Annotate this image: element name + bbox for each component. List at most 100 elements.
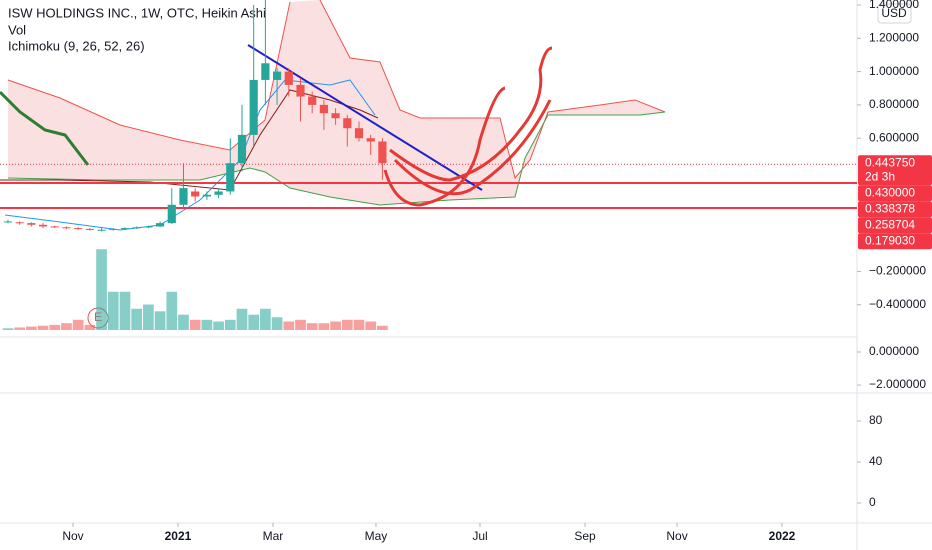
currency-button[interactable]	[877, 3, 912, 24]
volume-bar	[365, 321, 377, 330]
candle-body	[214, 191, 223, 195]
price-tag-label: 0.430000	[865, 185, 915, 199]
candle-body	[261, 63, 270, 80]
volume-bar	[26, 326, 37, 330]
candle-body	[97, 229, 106, 231]
senkou-span-b	[7, 0, 666, 180]
candle-body	[132, 227, 141, 229]
candle-body	[249, 79, 258, 135]
volume-bar	[84, 324, 96, 330]
volume-bar	[295, 319, 306, 330]
candle-body	[331, 113, 340, 119]
volume-bar	[119, 291, 131, 330]
volume-bar	[37, 325, 49, 330]
drawing-curve	[389, 46, 553, 182]
volume-bar	[283, 321, 295, 330]
y-tick-label: 0	[869, 495, 876, 509]
y-tick-label: 80	[869, 413, 883, 427]
senkou-span-a	[7, 111, 666, 206]
candle-body	[38, 224, 48, 227]
volume-bar	[178, 314, 189, 330]
candle-body	[62, 227, 71, 229]
candle-body	[202, 194, 211, 197]
indicator-label: Vol	[8, 22, 26, 37]
trend-line	[247, 44, 483, 191]
chikou-span	[0, 90, 90, 166]
x-tick-label: Nov	[62, 529, 83, 543]
candle-body	[308, 96, 317, 105]
x-tick-label: 2022	[769, 529, 796, 543]
candle-body	[284, 71, 293, 85]
volume-bar	[306, 323, 318, 330]
candle-body	[15, 222, 24, 224]
y-tick-label: 0.000000	[869, 344, 919, 358]
price-tag-note: 2d 3h	[865, 169, 895, 183]
price-tag	[858, 201, 932, 218]
volume-bar	[154, 311, 166, 330]
price-tag	[858, 155, 932, 186]
candle-body	[354, 128, 364, 139]
candle-body	[366, 138, 375, 142]
price-tag	[858, 185, 932, 202]
chart-title: ISW HOLDINGS INC., 1W, OTC, Heikin Ashi	[8, 5, 266, 20]
candle-body	[144, 226, 153, 228]
y-tick-label: 1.400000	[869, 0, 919, 11]
x-tick-label: Sep	[574, 529, 596, 543]
x-tick-label: Jul	[472, 529, 487, 543]
y-tick-label: 0.800000	[869, 97, 919, 111]
y-tick-label: −2.000000	[869, 377, 926, 391]
candle-body	[226, 163, 235, 192]
x-tick-label: 2021	[165, 529, 192, 543]
candle-body	[50, 226, 59, 228]
y-tick-label: 0.600000	[869, 130, 919, 144]
candle-body	[155, 223, 165, 227]
volume-bar	[330, 321, 341, 330]
volume-bar	[260, 308, 271, 330]
volume-bar	[271, 317, 283, 330]
price-tag-label: 0.179030	[865, 233, 915, 247]
volume-bar	[377, 325, 388, 330]
y-tick-label: −0.200000	[869, 264, 926, 278]
volume-bar	[131, 308, 143, 330]
drawing-curve	[383, 86, 506, 207]
candle-body	[319, 104, 328, 114]
candle-body	[191, 191, 200, 197]
indicator-label: Ichimoku (9, 26, 52, 26)	[8, 38, 145, 53]
volume-bar	[201, 319, 213, 330]
price-tag-label: 0.258704	[865, 217, 915, 231]
price-tag-label: 0.443750	[865, 155, 915, 169]
x-tick-label: May	[365, 529, 388, 543]
volume-bar	[49, 324, 61, 330]
candle-body	[109, 228, 118, 230]
candle-body	[85, 228, 94, 230]
y-tick-label: 1.000000	[869, 64, 919, 78]
currency-label[interactable]: USD	[881, 6, 907, 20]
volume-bar	[107, 291, 119, 330]
candle-body	[27, 223, 36, 225]
candle-body	[237, 134, 247, 164]
volume-bar	[14, 327, 26, 330]
volume-bar	[318, 323, 330, 330]
price-tag	[858, 233, 932, 250]
candle-body	[296, 84, 305, 97]
price-tag	[858, 217, 932, 234]
candle-body	[343, 118, 352, 129]
volume-bar	[61, 323, 72, 330]
volume-bar	[341, 319, 353, 330]
volume-bar	[96, 249, 107, 330]
volume-bar	[224, 319, 236, 330]
x-tick-label: Mar	[263, 529, 284, 543]
volume-bar	[248, 314, 260, 330]
y-tick-label: −0.400000	[869, 297, 926, 311]
volume-bar	[166, 291, 178, 330]
candle-body	[272, 71, 282, 80]
candle-body	[74, 228, 83, 230]
x-tick-label: Nov	[666, 529, 687, 543]
kijun-line	[0, 89, 379, 191]
candle-body	[378, 141, 387, 164]
candle-body	[167, 204, 176, 224]
volume-bar	[236, 308, 248, 330]
price-tag-label: 0.338378	[865, 201, 915, 215]
